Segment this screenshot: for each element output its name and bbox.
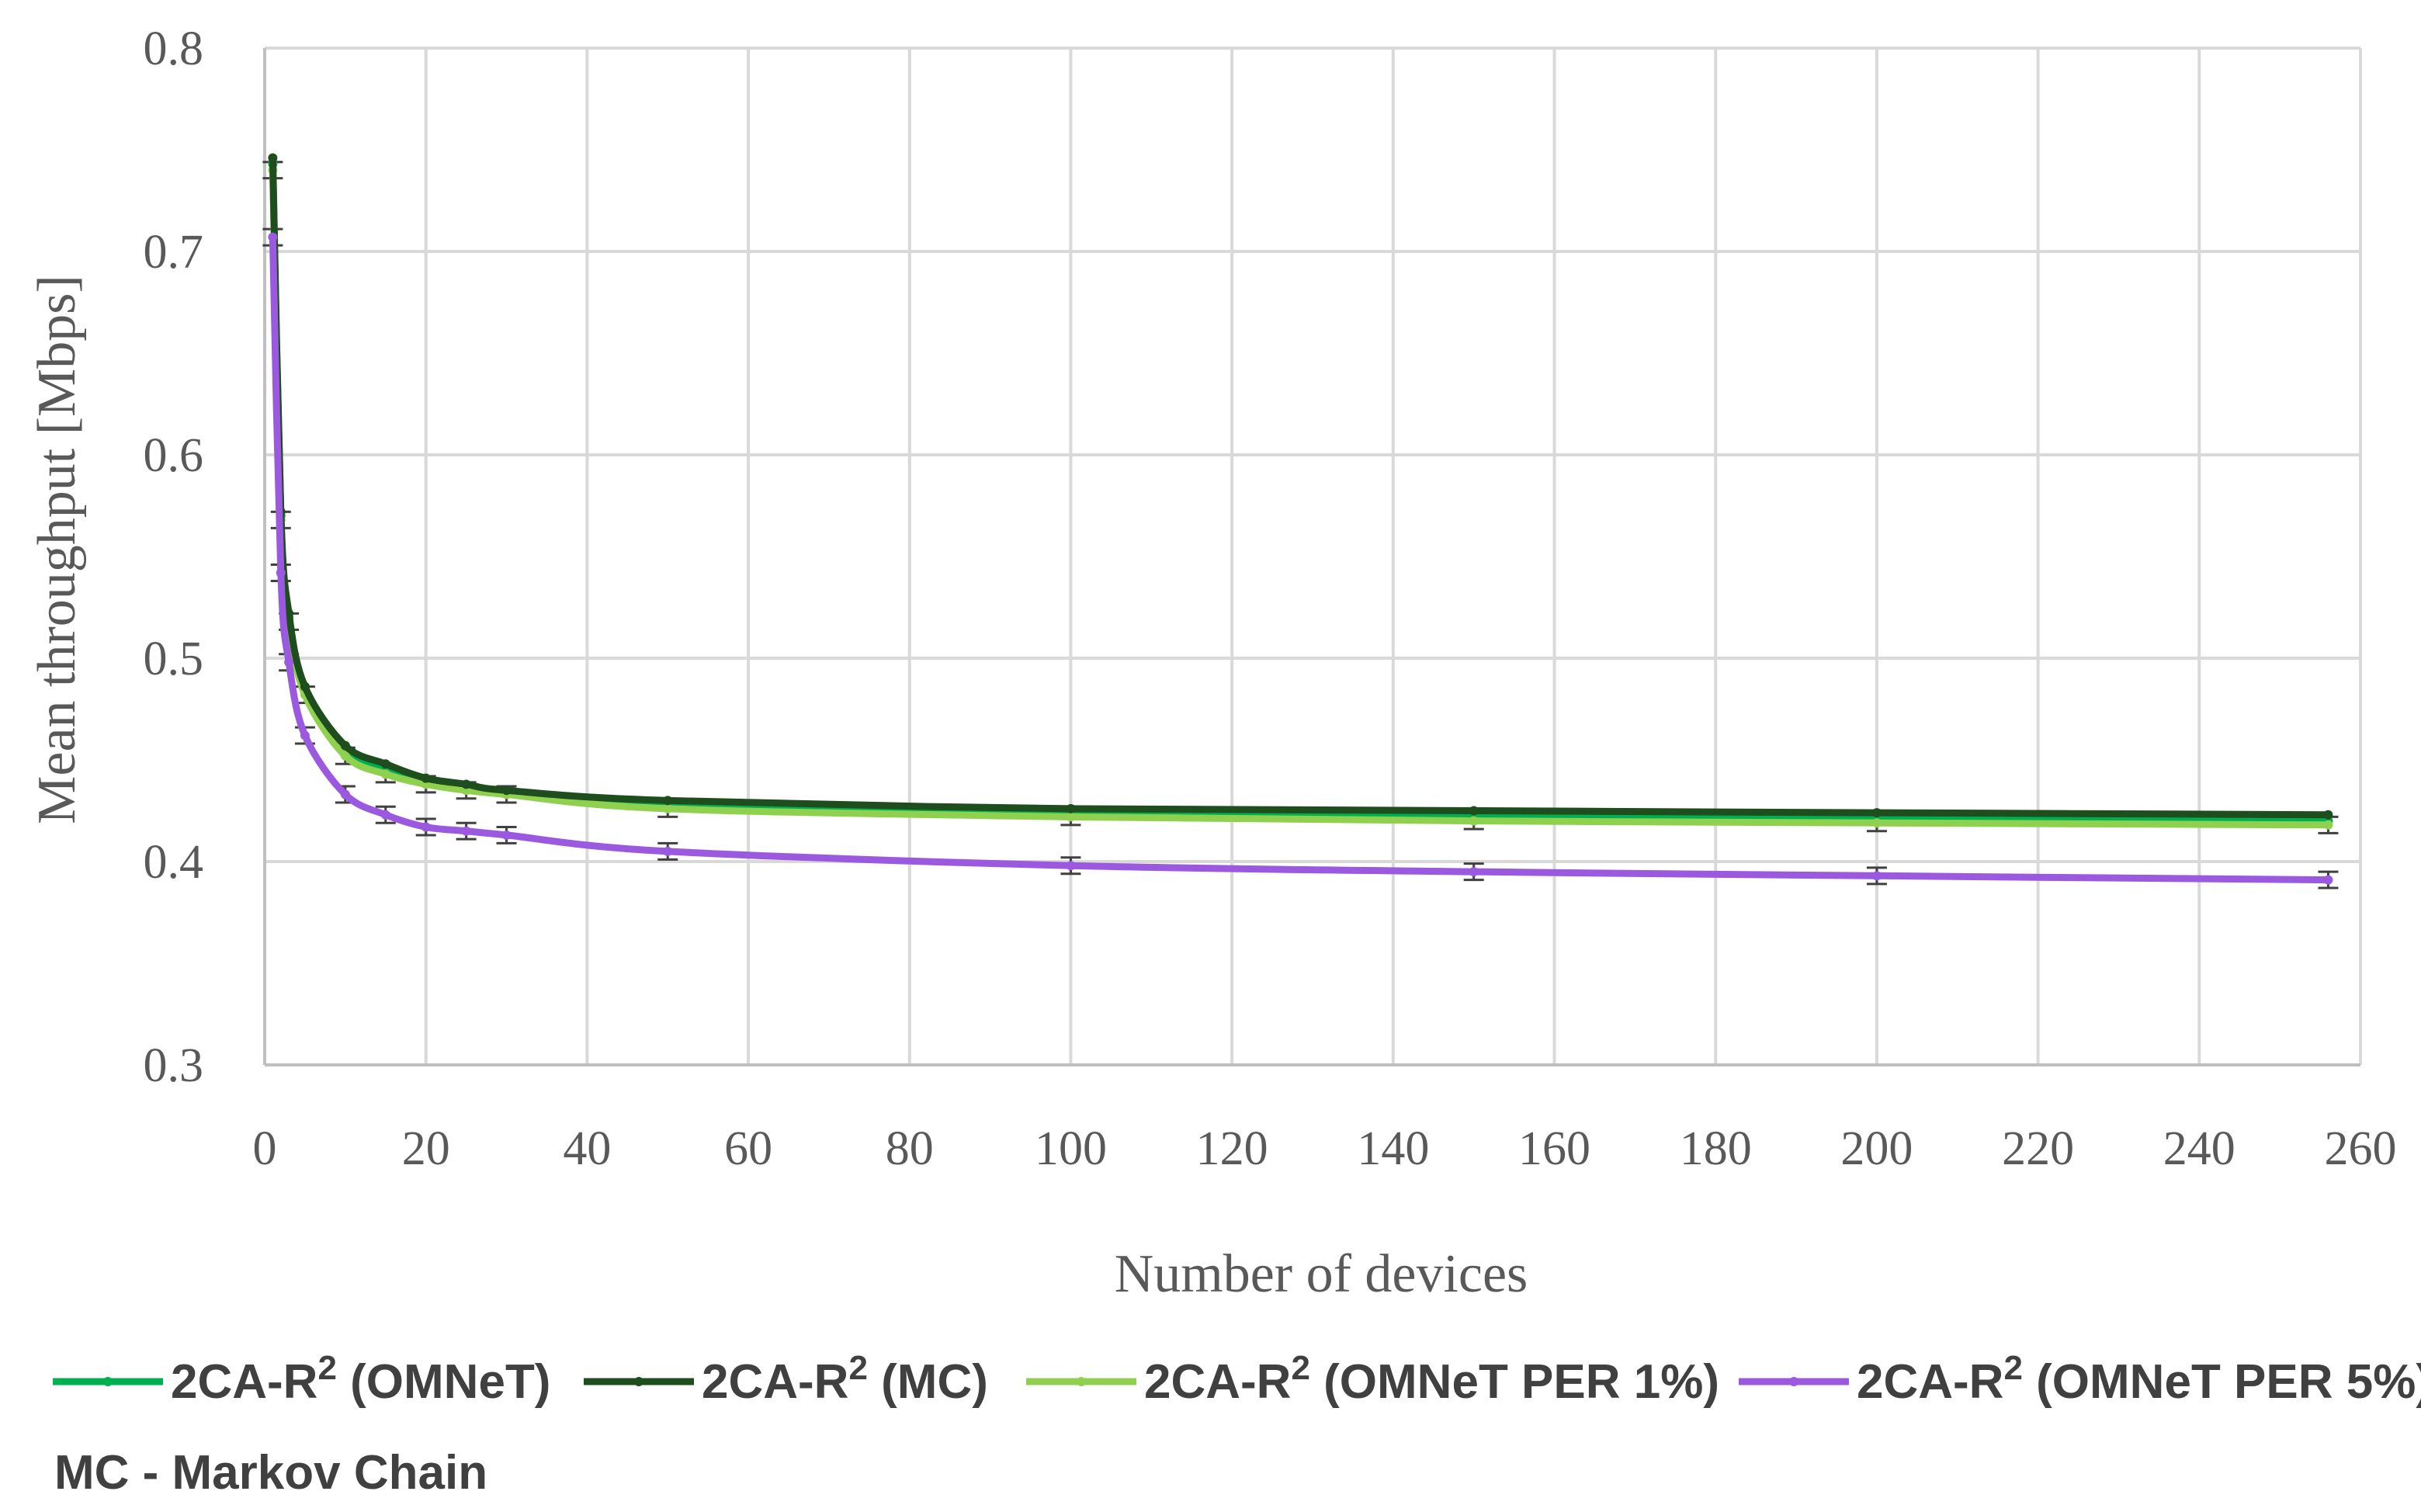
data-point — [461, 779, 471, 789]
x-tick-label: 220 — [2002, 1122, 2074, 1175]
data-point — [421, 822, 431, 832]
data-point — [663, 846, 673, 856]
data-point — [2323, 820, 2333, 830]
x-tick-label: 100 — [1035, 1122, 1107, 1175]
data-point — [1871, 871, 1882, 881]
grid — [265, 47, 2362, 1065]
data-point — [268, 232, 278, 242]
data-point — [1066, 803, 1076, 813]
chart-note: MC - Markov Chain — [54, 1446, 487, 1500]
legend-marker — [103, 1377, 113, 1386]
data-point — [380, 759, 390, 769]
legend-marker — [1077, 1377, 1086, 1386]
data-point — [2323, 875, 2333, 885]
x-tick-label: 240 — [2163, 1122, 2235, 1175]
y-tick-label: 0.8 — [144, 23, 204, 75]
axes — [263, 48, 2360, 1066]
legend-label: 2CA-R2 (OMNeT PER 5%) — [1857, 1349, 2421, 1409]
legend-label: 2CA-R2 (OMNeT) — [171, 1349, 550, 1409]
data-point — [1469, 816, 1479, 826]
x-tick-label: 140 — [1357, 1122, 1429, 1175]
data-point — [1066, 812, 1076, 822]
y-tick-label: 0.7 — [144, 226, 204, 279]
data-point — [1871, 808, 1882, 818]
data-point — [663, 796, 673, 806]
y-tick-label: 0.4 — [144, 836, 204, 889]
series-line — [269, 234, 2332, 884]
legend-label: 2CA-R2 (MC) — [702, 1349, 988, 1409]
data-point — [1469, 806, 1479, 816]
y-tick-label: 0.3 — [144, 1039, 204, 1092]
data-point — [1469, 867, 1479, 877]
legend-marker — [1789, 1377, 1798, 1386]
x-tick-label: 60 — [724, 1122, 772, 1175]
y-tick-label: 0.5 — [144, 633, 204, 685]
x-tick-label: 80 — [886, 1122, 934, 1175]
data-point — [300, 730, 310, 740]
legend-label: 2CA-R2 (OMNeT PER 1%) — [1144, 1349, 1719, 1409]
data-point — [421, 773, 431, 783]
data-point — [380, 769, 390, 779]
x-axis-title: Number of devices — [1115, 1244, 1528, 1304]
y-axis-title: Mean throughput [Mbps] — [27, 275, 87, 824]
series-line — [269, 166, 2332, 829]
data-point — [268, 153, 278, 163]
data-point — [300, 681, 310, 692]
data-point — [663, 803, 673, 813]
x-tick-label: 160 — [1518, 1122, 1590, 1175]
data-point — [340, 789, 350, 799]
series-lines — [268, 153, 2333, 885]
data-point — [461, 826, 471, 836]
x-tick-label: 200 — [1840, 1122, 1913, 1175]
x-tick-label: 20 — [402, 1122, 450, 1175]
data-point — [380, 810, 390, 820]
y-tick-label: 0.6 — [144, 429, 204, 482]
legend-marker — [634, 1377, 643, 1386]
data-point — [284, 609, 294, 619]
x-tick-label: 260 — [2325, 1122, 2397, 1175]
series-line — [269, 160, 2332, 825]
data-point — [2323, 810, 2333, 820]
series-line — [269, 154, 2332, 819]
data-point — [1871, 818, 1882, 828]
x-tick-label: 0 — [253, 1122, 277, 1175]
data-point — [501, 830, 512, 840]
data-point — [284, 657, 294, 668]
x-tick-label: 120 — [1196, 1122, 1268, 1175]
data-point — [340, 740, 350, 751]
legend: 2CA-R2 (OMNeT) 2CA-R2 (MC) 2CA-R2 (OMNeT P… — [53, 1349, 2421, 1409]
tick-labels: 0 20 40 60 80 100 120 140 160 180 200 220 240 260 0.3 0… — [144, 23, 2397, 1175]
error-bars — [262, 161, 2339, 890]
x-tick-label: 40 — [563, 1122, 611, 1175]
x-tick-label: 180 — [1680, 1122, 1752, 1175]
data-point — [276, 567, 286, 577]
data-point — [340, 751, 350, 761]
data-point — [1066, 861, 1076, 871]
data-point — [501, 785, 512, 796]
